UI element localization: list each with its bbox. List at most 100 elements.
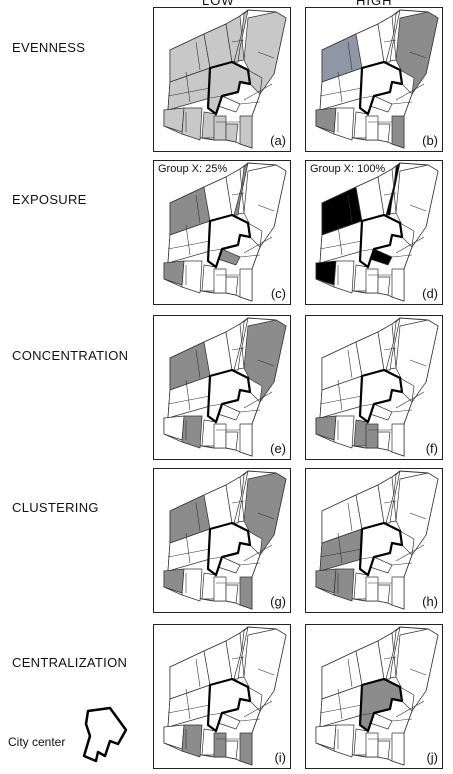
tract-border (361, 556, 375, 560)
tract-border (257, 359, 275, 367)
tract-s2 (333, 724, 355, 758)
tract-border (239, 254, 261, 258)
map-panel-a: (a) (153, 7, 291, 152)
tract-border (167, 87, 211, 97)
map-f (315, 317, 439, 457)
tract-border (243, 391, 273, 409)
panel-label-d: (d) (422, 286, 438, 301)
tract-border (319, 87, 363, 97)
legend-label: City center (8, 735, 66, 749)
tract-border (167, 548, 211, 558)
map-g (163, 470, 287, 610)
tract-border (167, 704, 211, 714)
map-panel-j: (j) (305, 624, 443, 769)
tract-s4 (365, 732, 379, 758)
panel-label-e: (e) (270, 441, 286, 456)
tract-s5 (239, 576, 253, 610)
tract-border (391, 562, 413, 566)
tract-border (243, 83, 273, 101)
row-label-exposure: EXPOSURE (12, 192, 87, 207)
tract-border (391, 718, 413, 722)
panel-label-i: (i) (274, 750, 286, 765)
tract-border (395, 83, 425, 101)
tract-border (347, 658, 353, 688)
tract-s6 (377, 276, 391, 296)
tract-s4 (213, 732, 227, 758)
tract-border (185, 224, 191, 256)
tract-border (195, 41, 201, 71)
tract-border (195, 502, 201, 532)
tract-border (337, 379, 343, 411)
map-panel-h: (h) (305, 468, 443, 613)
tract-border (319, 395, 363, 405)
group-label-d: Group X: 100% (310, 163, 386, 175)
tract-border (239, 718, 261, 722)
tract-border (231, 39, 245, 43)
city-center-icon (82, 706, 128, 763)
tract-s4 (365, 115, 379, 141)
tract-s5 (391, 115, 405, 149)
tract-border (185, 71, 191, 103)
row-label-evenness: EVENNESS (12, 40, 86, 55)
tract-border (409, 668, 427, 676)
map-e (163, 317, 287, 457)
tract-border (195, 194, 201, 224)
column-header-high: HIGH (356, 0, 393, 8)
panel-label-f: (f) (425, 441, 438, 456)
tract-s4 (365, 268, 379, 294)
city-center-outline (206, 213, 252, 269)
tract-s5 (391, 732, 405, 766)
tract-border (239, 409, 261, 413)
tract-s5 (239, 423, 253, 457)
tract-border (257, 204, 275, 212)
tract-s1 (315, 107, 337, 133)
map-d (315, 162, 439, 302)
tract-border (347, 41, 353, 71)
panel-label-b: (b) (422, 133, 438, 148)
tract-border (243, 544, 273, 562)
tract-border (231, 347, 245, 351)
map-panel-g: (g) (153, 468, 291, 613)
tract-s1 (163, 724, 185, 750)
tract-s4 (213, 576, 227, 602)
column-header-low: LOW (202, 0, 235, 8)
tract-border (391, 101, 413, 105)
map-panel-f: (f) (305, 315, 443, 460)
tract-s6 (225, 584, 239, 604)
row-label-clustering: CLUSTERING (12, 500, 99, 515)
map-a (163, 9, 287, 149)
tract-border (361, 95, 375, 99)
tract-s1 (315, 415, 337, 441)
tract-s1 (163, 260, 185, 286)
tract-s6 (377, 431, 391, 451)
tract-s5 (391, 268, 405, 302)
tract-s1 (163, 107, 185, 133)
tract-border (243, 700, 273, 718)
tract-border (383, 500, 397, 504)
map-panel-e: (e) (153, 315, 291, 460)
tract-border (257, 512, 275, 520)
map-panel-d: Group X: 100% (d) (305, 160, 443, 305)
map-panel-i: (i) (153, 624, 291, 769)
tract-s6 (225, 431, 239, 451)
tract-border (383, 656, 397, 660)
tract-border (185, 532, 191, 564)
tract-border (395, 544, 425, 562)
tract-border (347, 194, 353, 224)
tract-border (185, 379, 191, 411)
tract-s2 (181, 568, 203, 602)
panel-label-c: (c) (270, 286, 286, 301)
tract-border (257, 668, 275, 676)
map-j (315, 626, 439, 766)
tract-border (239, 101, 261, 105)
tract-s6 (377, 740, 391, 760)
tract-border (409, 512, 427, 520)
tract-border (347, 349, 353, 379)
city-center-outline (358, 677, 404, 733)
city-center-outline (358, 368, 404, 424)
panel-label-a: (a) (270, 133, 286, 148)
row-label-concentration: CONCENTRATION (12, 348, 129, 363)
tract-border (209, 556, 223, 560)
tract-border (195, 349, 201, 379)
tract-border (395, 700, 425, 718)
